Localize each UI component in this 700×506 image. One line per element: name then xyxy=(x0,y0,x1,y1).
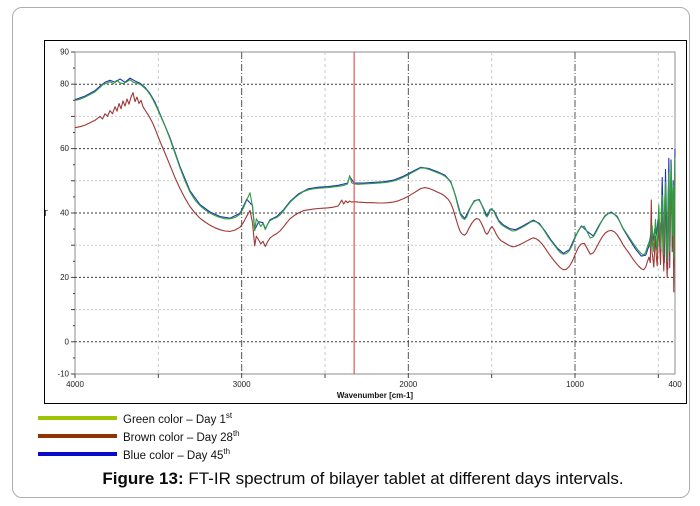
legend-label-day28: Brown color – Day 28th xyxy=(123,428,240,444)
y-tick-label: 0 xyxy=(65,337,70,346)
x-tick-label: 2000 xyxy=(399,380,417,389)
legend-label-day1: Green color – Day 1st xyxy=(123,410,233,426)
x-tick-label: 3000 xyxy=(233,380,251,389)
y-tick-label: -10 xyxy=(57,370,69,379)
y-tick-label: 40 xyxy=(60,209,69,218)
curve-day28 xyxy=(74,92,676,293)
x-tick-label: 1000 xyxy=(566,380,584,389)
chart-panel: 4000 3000 2000 1000 400 90 80 60 40 20 0 -10 %T Waven… xyxy=(44,40,687,404)
y-tick-label: 20 xyxy=(60,273,69,282)
legend: Green color – Day 1st Brown color – Day … xyxy=(13,409,433,463)
legend-swatch-day1 xyxy=(38,416,117,420)
spectrum-svg: 4000 3000 2000 1000 400 90 80 60 40 20 0 -10 %T Waven… xyxy=(45,48,682,401)
y-tick-label: 60 xyxy=(60,144,69,153)
figure-frame: 4000 3000 2000 1000 400 90 80 60 40 20 0 -10 %T Waven… xyxy=(12,7,690,498)
curve-day1 xyxy=(74,79,676,262)
figure-caption: Figure 13: FT-IR spectrum of bilayer tab… xyxy=(13,469,700,489)
x-axis-title: Wavenumber [cm-1] xyxy=(337,391,414,400)
legend-label-day45: Blue color – Day 45th xyxy=(123,446,231,462)
y-tick-label: 80 xyxy=(60,80,69,89)
caption-label: Figure 13: xyxy=(102,469,184,488)
y-tick-label: 90 xyxy=(60,48,69,57)
y-axis-title: %T xyxy=(45,209,48,218)
legend-swatch-day28 xyxy=(38,434,117,438)
x-tick-label: 400 xyxy=(668,380,682,389)
x-tick-label: 4000 xyxy=(66,380,84,389)
legend-item-day28: Brown color – Day 28th xyxy=(13,427,433,445)
legend-item-day45: Blue color – Day 45th xyxy=(13,445,433,463)
legend-item-day1: Green color – Day 1st xyxy=(13,409,433,427)
legend-swatch-day45 xyxy=(38,452,117,456)
caption-text: FT-IR spectrum of bilayer tablet at diff… xyxy=(183,469,624,488)
